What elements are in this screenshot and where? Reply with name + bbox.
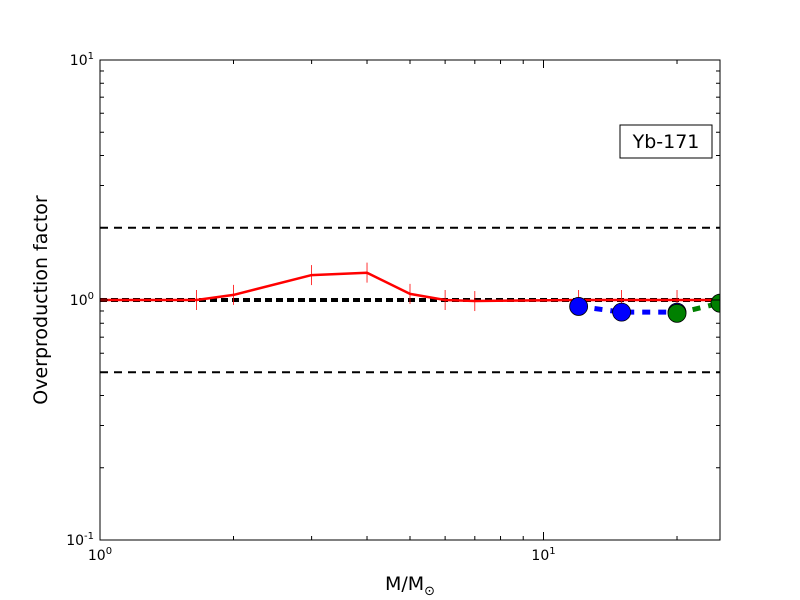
x-axis-label-main: M/M xyxy=(385,573,424,595)
y-tick-label: 10-1 xyxy=(66,531,94,549)
tick-exponent: 0 xyxy=(88,291,94,302)
x-axis-label: M/M⊙ xyxy=(385,573,435,599)
tick-base: 10 xyxy=(88,548,106,564)
series-line xyxy=(578,303,677,315)
series-marker xyxy=(710,293,720,313)
series-marker xyxy=(667,303,687,323)
series-markers xyxy=(100,262,720,323)
series-marker xyxy=(569,297,589,316)
x-tick-label: 100 xyxy=(88,546,112,564)
tick-exponent: 1 xyxy=(549,546,555,557)
annotation-box: Yb-171 xyxy=(619,124,713,159)
major-ticks xyxy=(99,59,720,541)
tick-base: 10 xyxy=(70,293,88,309)
tick-base: 10 xyxy=(531,548,549,564)
tick-base: 10 xyxy=(70,53,88,69)
y-axis-label: Overproduction factor xyxy=(30,195,52,405)
y-tick-label: 101 xyxy=(70,51,94,69)
x-tick-label: 101 xyxy=(531,546,555,564)
y-tick-label: 100 xyxy=(70,291,94,309)
x-tick-labels: 100 101 xyxy=(88,546,556,564)
tick-exponent: 0 xyxy=(106,546,112,557)
annotation-frame xyxy=(619,124,713,159)
x-axis-label-sub: ⊙ xyxy=(424,584,435,599)
tick-exponent: -1 xyxy=(84,531,94,542)
tick-base: 10 xyxy=(66,533,84,549)
series-marker xyxy=(612,302,632,322)
series-line xyxy=(100,271,720,303)
tick-exponent: 1 xyxy=(88,51,94,62)
annotation-text: Yb-171 xyxy=(632,131,700,153)
